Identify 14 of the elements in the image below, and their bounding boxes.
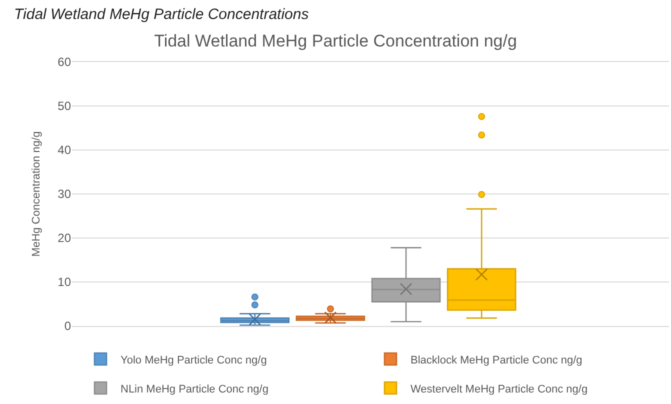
legend-label: NLin MeHg Particle Conc ng/g: [120, 383, 268, 396]
text: Tidal Wetland MeHg Particle Concentrations: [14, 6, 310, 23]
y-tick-label: 40: [58, 143, 72, 158]
legend-label: Westervelt MeHg Particle Conc ng/g: [410, 383, 588, 396]
chart-title: Tidal Wetland MeHg Particle Concentration ng/g: [154, 31, 517, 50]
y-tick-label: 10: [58, 275, 72, 290]
y-tick-label: 50: [58, 99, 72, 114]
y-tick-label: 60: [58, 55, 72, 70]
y-tick-label: 0: [64, 319, 72, 334]
y-tick-label: 30: [58, 187, 72, 202]
legend-label: Blacklock MeHg Particle Conc ng/g: [410, 354, 582, 366]
y-tick-label: 20: [58, 231, 72, 246]
legend-label: Yolo MeHg Particle Conc ng/g: [120, 354, 267, 366]
y-axis-title: MeHg Concentration ng/g: [30, 131, 42, 257]
